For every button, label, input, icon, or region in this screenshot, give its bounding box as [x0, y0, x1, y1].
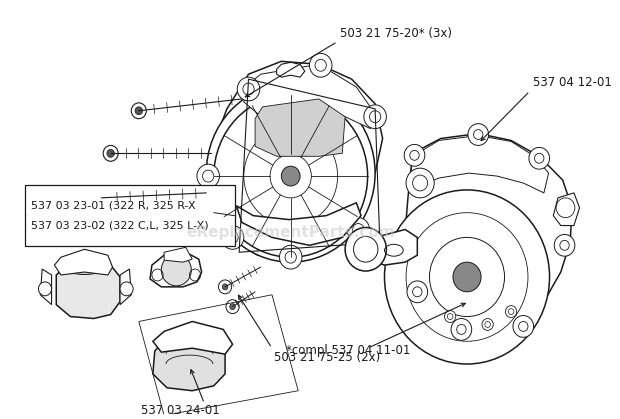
Circle shape	[97, 194, 105, 202]
Polygon shape	[358, 230, 417, 265]
Polygon shape	[55, 249, 113, 275]
Circle shape	[131, 103, 146, 119]
Circle shape	[404, 145, 425, 166]
Polygon shape	[405, 134, 572, 331]
Circle shape	[445, 310, 456, 323]
Polygon shape	[153, 321, 232, 354]
Polygon shape	[553, 193, 580, 225]
Text: 537 03 23-02 (322 C,L, 325 L-X): 537 03 23-02 (322 C,L, 325 L-X)	[31, 220, 208, 230]
Text: 503 21 75-25 (2x): 503 21 75-25 (2x)	[274, 351, 380, 364]
Polygon shape	[56, 259, 120, 318]
Text: 503 21 75-20* (3x): 503 21 75-20* (3x)	[340, 26, 453, 39]
Circle shape	[38, 282, 51, 296]
Circle shape	[453, 262, 481, 292]
Circle shape	[161, 254, 192, 286]
Polygon shape	[120, 269, 131, 305]
Text: 537 04 12-01: 537 04 12-01	[533, 76, 611, 89]
Circle shape	[197, 164, 219, 188]
Circle shape	[226, 300, 239, 313]
Circle shape	[347, 217, 370, 241]
Text: 537 03 24-01: 537 03 24-01	[141, 403, 219, 416]
Polygon shape	[153, 331, 225, 391]
Polygon shape	[244, 64, 375, 129]
Ellipse shape	[167, 331, 212, 345]
Circle shape	[468, 124, 489, 145]
Circle shape	[237, 77, 260, 101]
Circle shape	[135, 107, 143, 115]
Circle shape	[554, 235, 575, 256]
Circle shape	[221, 225, 244, 249]
Circle shape	[406, 168, 434, 198]
Circle shape	[384, 190, 549, 364]
Polygon shape	[255, 99, 345, 156]
Circle shape	[94, 190, 108, 206]
Text: *compl 537 04 11-01: *compl 537 04 11-01	[286, 344, 410, 357]
Circle shape	[222, 284, 228, 290]
Polygon shape	[277, 62, 305, 77]
Polygon shape	[40, 269, 51, 305]
Circle shape	[513, 316, 534, 337]
Circle shape	[281, 166, 300, 186]
Polygon shape	[150, 252, 202, 287]
Circle shape	[505, 305, 516, 318]
Circle shape	[345, 228, 386, 271]
Text: 537 03 23-01 (322 R, 325 R-X: 537 03 23-01 (322 R, 325 R-X	[31, 201, 195, 211]
Circle shape	[407, 281, 428, 303]
Circle shape	[451, 318, 472, 340]
Circle shape	[120, 282, 133, 296]
Circle shape	[230, 304, 236, 310]
Circle shape	[309, 53, 332, 77]
Polygon shape	[236, 203, 361, 245]
Circle shape	[364, 105, 386, 129]
FancyBboxPatch shape	[25, 185, 236, 246]
Circle shape	[529, 147, 549, 169]
Text: eReplacementParts.com: eReplacementParts.com	[187, 225, 395, 240]
Ellipse shape	[63, 260, 105, 274]
Circle shape	[103, 145, 118, 161]
Circle shape	[482, 318, 494, 331]
Polygon shape	[410, 135, 549, 193]
Circle shape	[218, 280, 232, 294]
Polygon shape	[164, 247, 192, 262]
Circle shape	[107, 149, 115, 157]
Circle shape	[280, 245, 302, 269]
Circle shape	[206, 84, 375, 262]
Polygon shape	[208, 61, 383, 257]
